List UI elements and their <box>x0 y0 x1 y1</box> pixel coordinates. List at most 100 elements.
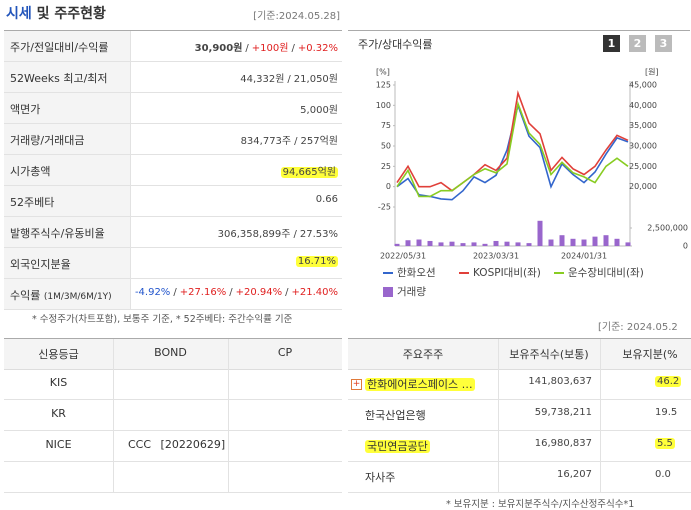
legend-label: 거래량 <box>397 286 426 298</box>
pct: 46.2 <box>655 376 682 387</box>
row-line <box>130 61 342 62</box>
volume-bar <box>548 239 554 246</box>
base-date: [기준: 2024.05.2 <box>598 322 678 333</box>
series-line <box>396 89 629 192</box>
y-unit: [%] <box>376 68 390 77</box>
holder-pct: 46.2 <box>655 376 682 387</box>
holder-shares: 16,207 <box>557 469 592 480</box>
value: -4.92% <box>134 287 171 298</box>
row-label: 발행주식수/유동비율 <box>10 225 105 241</box>
volume-bar <box>625 242 631 246</box>
holder-pct: 0.0 <box>655 469 671 480</box>
label: 수익률 <box>10 289 41 302</box>
label: 거래량/거래대금 <box>10 134 85 147</box>
row-line <box>130 278 342 279</box>
value: 44,332원 <box>240 74 285 85</box>
row-label-bg <box>4 62 131 93</box>
value: 834,773주 <box>240 136 292 147</box>
section-title: 시세 및 주주현황 <box>6 3 106 23</box>
row-label: 주가/전일대비/수익률 <box>10 39 109 55</box>
row-label: 52Weeks 최고/최저 <box>10 70 108 86</box>
row-line <box>348 461 691 462</box>
volume-bar <box>460 243 466 246</box>
rating: CCC <box>128 438 152 451</box>
volume-bar <box>581 239 587 246</box>
volume-bar <box>504 241 510 246</box>
volume-bar <box>394 243 400 246</box>
value: 5,000원 <box>300 105 338 116</box>
row-label: 52주베타 <box>10 194 54 210</box>
volume-bar <box>416 239 422 246</box>
row-label-bg <box>4 31 131 62</box>
period-button[interactable]: 2 <box>629 35 646 52</box>
title-main: 시세 <box>6 6 32 22</box>
row-line <box>4 461 342 462</box>
y-tick-label: 100 <box>376 101 391 110</box>
row-line <box>130 92 342 93</box>
label: 외국인지분율 <box>10 258 71 271</box>
row-label: 시가총액 <box>10 163 50 179</box>
chart-panel <box>348 30 690 306</box>
period-button[interactable]: 3 <box>655 35 672 52</box>
chart-title: 주가/상대수익률 <box>358 38 433 51</box>
volume-bar <box>526 243 532 246</box>
y2-tick-label: 35,000 <box>629 121 657 130</box>
value: 21,050원 <box>293 74 338 85</box>
series-line <box>396 100 629 198</box>
volume-bar <box>482 243 488 246</box>
agency: KR <box>51 407 66 420</box>
value: 27.53% <box>299 229 338 240</box>
footnote: * 보유지분 : 보유지분주식수/지수산정주식수*1 <box>446 499 635 510</box>
label: 시가총액 <box>10 165 51 178</box>
y-tick-label: 25 <box>381 162 391 171</box>
volume-bar <box>427 240 433 246</box>
y-tick-label: 0 <box>386 182 391 191</box>
title-sub: 및 주주현황 <box>36 6 106 22</box>
row-value: -4.92% / +27.16% / +20.94% / +21.40% <box>135 287 338 298</box>
credit-header-bg <box>4 338 342 370</box>
row-value: 94,665억원 <box>280 163 338 178</box>
value: 257억원 <box>300 136 339 147</box>
column-divider <box>113 339 114 492</box>
row-label: 수익률 (1M/3M/6M/1Y) <box>10 287 112 303</box>
volume-bar <box>405 240 411 246</box>
holder-shares: 16,980,837 <box>534 438 592 449</box>
period-button[interactable]: 1 <box>603 35 620 52</box>
row-line <box>130 216 342 217</box>
column-header: 보유주식수(보통) <box>509 348 589 361</box>
agency: NICE <box>45 438 72 451</box>
label: 52Weeks 최고/최저 <box>10 72 108 85</box>
row-line <box>4 430 342 431</box>
name: 한국산업은행 <box>365 409 426 422</box>
holder-pct: 5.5 <box>655 438 675 449</box>
rating-date: [20220629] <box>160 438 226 451</box>
volume-bar <box>603 235 609 246</box>
column-divider <box>498 339 499 492</box>
row-label: 거래량/거래대금 <box>10 132 85 148</box>
holder-name: 한화에어로스페이스 … <box>365 376 475 392</box>
row-value: 834,773주/257억원 <box>241 132 338 147</box>
expand-icon[interactable]: + <box>351 379 362 390</box>
base-date: [기준:2024.05.28] <box>253 11 340 22</box>
column-header: 신용등급 <box>38 348 79 361</box>
value: +0.32% <box>297 43 338 54</box>
row-value: 44,332원/21,050원 <box>240 70 338 85</box>
separator: / <box>173 287 177 298</box>
holder-shares: 59,738,211 <box>534 407 592 418</box>
volume-bar <box>493 240 499 246</box>
legend-label: 운수장비대비(좌) <box>568 267 644 279</box>
value: 94,665억원 <box>280 167 338 178</box>
holder-name: 자사주 <box>365 469 395 485</box>
column-header: 보유지분(% <box>622 348 678 361</box>
row-label-bg <box>4 248 131 279</box>
pct: 5.5 <box>655 438 675 449</box>
row-line <box>130 123 342 124</box>
bond-rating: CCC [20220629] <box>128 438 225 451</box>
y2-tick-label: 45,000 <box>629 81 657 90</box>
row-label-bg <box>4 217 131 248</box>
volume-bar <box>537 220 543 246</box>
footnote: * 수정주가(차트포함), 보통주 기준, * 52주베타: 주간수익률 기준 <box>32 314 293 325</box>
y2-tick-label: 20,000 <box>629 182 657 191</box>
holder-shares: 141,803,637 <box>528 376 592 387</box>
